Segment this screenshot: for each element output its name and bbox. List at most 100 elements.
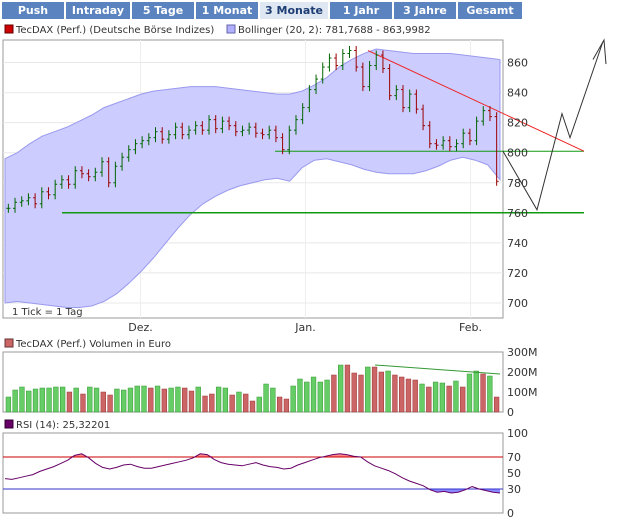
ohlc-bar xyxy=(481,106,486,126)
rsi-y-tick: 0 xyxy=(507,507,514,520)
tab-3-jahre[interactable]: 3 Jahre xyxy=(394,2,456,19)
volume-bar xyxy=(297,378,303,413)
ohlc-bar xyxy=(273,125,278,143)
y-tick-label: 760 xyxy=(507,207,528,220)
volume-bar xyxy=(46,387,52,413)
volume-bar xyxy=(161,388,167,413)
volume-bar xyxy=(175,386,181,413)
ohlc-bar xyxy=(427,121,432,149)
volume-bar xyxy=(365,366,371,413)
tab-1-monat[interactable]: 1 Monat xyxy=(196,2,258,19)
ohlc-bar xyxy=(327,53,332,72)
rsi-y-tick: 50 xyxy=(507,467,521,480)
volume-bar xyxy=(480,373,486,413)
volume-legend: TecDAX (Perf.) Volumen in Euro xyxy=(15,339,171,350)
tab-gesamt[interactable]: Gesamt xyxy=(458,2,522,19)
volume-bar xyxy=(460,386,466,413)
volume-bar xyxy=(182,387,188,413)
volume-bar xyxy=(236,391,242,413)
volume-bar xyxy=(283,398,290,413)
tab-1-jahr[interactable]: 1 Jahr xyxy=(330,2,392,19)
tab-3-monate[interactable]: 3 Monate xyxy=(260,2,328,19)
ohlc-bar xyxy=(186,125,191,140)
volume-bar xyxy=(249,400,256,413)
x-tick-label: Dez. xyxy=(128,321,153,334)
ohlc-bar xyxy=(66,175,71,189)
ohlc-bar xyxy=(240,125,245,137)
volume-bar xyxy=(134,385,140,413)
volume-bar xyxy=(87,386,93,413)
ohlc-bar xyxy=(6,203,11,213)
downtrend-line xyxy=(367,50,585,152)
ohlc-bar xyxy=(53,179,58,200)
volume-bar xyxy=(66,391,73,413)
volume-bar xyxy=(73,387,79,413)
y-tick-label: 800 xyxy=(507,147,528,160)
volume-bar xyxy=(188,390,195,413)
ohlc-bar xyxy=(421,104,426,131)
bollinger-legend: Bollinger (20, 2): 781,7688 - 863,9982 xyxy=(238,25,431,36)
ohlc-bar xyxy=(200,121,205,135)
ohlc-bar xyxy=(146,133,151,146)
ohlc-bar xyxy=(93,167,98,182)
y-tick-label: 860 xyxy=(507,57,528,70)
volume-bar xyxy=(121,389,127,413)
y-tick-label: 740 xyxy=(507,237,528,250)
volume-bar xyxy=(107,394,113,413)
tab-intraday[interactable]: Intraday xyxy=(66,2,130,19)
volume-bar xyxy=(202,395,208,413)
volume-bar xyxy=(466,373,473,413)
ohlc-bar xyxy=(320,62,325,84)
ohlc-bar xyxy=(314,74,319,95)
volume-bar xyxy=(446,385,452,413)
x-tick-label: Feb. xyxy=(459,321,482,334)
tab-5-tage[interactable]: 5 Tage xyxy=(132,2,194,19)
rsi-legend: RSI (14): 25,32201 xyxy=(16,420,110,431)
ohlc-bar xyxy=(461,128,466,149)
ohlc-bar xyxy=(106,157,111,188)
volume-bar xyxy=(310,376,317,413)
volume-bar xyxy=(338,364,344,413)
price-legend: TecDAX (Perf.) (Deutsche Börse Indizes) xyxy=(15,25,214,36)
volume-bar xyxy=(26,390,32,413)
volume-bar xyxy=(405,378,412,413)
ohlc-bar xyxy=(160,127,165,144)
ohlc-bar xyxy=(367,61,372,92)
volume-bar xyxy=(59,386,66,413)
rsi-y-tick: 100 xyxy=(507,427,528,440)
volume-bar xyxy=(493,396,500,413)
ohlc-bar xyxy=(193,121,198,135)
volume-bar xyxy=(209,393,215,413)
ohlc-bar xyxy=(86,169,91,182)
ohlc-bar xyxy=(360,62,365,92)
arrow-head xyxy=(592,38,607,65)
ohlc-bar xyxy=(293,115,298,135)
ohlc-bar xyxy=(494,112,499,186)
volume-bar xyxy=(19,386,25,413)
ohlc-bar xyxy=(99,157,104,177)
projection-arrow xyxy=(502,41,604,212)
ohlc-bar xyxy=(380,50,385,74)
ohlc-bar xyxy=(387,64,392,101)
volume-bar xyxy=(344,364,351,413)
tick-note: 1 Tick = 1 Tag xyxy=(12,307,83,318)
rsi-y-tick: 30 xyxy=(507,483,521,496)
ohlc-bar xyxy=(307,85,312,113)
ohlc-bar xyxy=(220,116,225,134)
rsi-legend-swatch xyxy=(4,419,14,429)
ohlc-bar xyxy=(467,128,472,146)
rsi-y-tick: 70 xyxy=(507,451,521,464)
volume-bar xyxy=(358,374,364,413)
volume-bar xyxy=(53,386,59,413)
ohlc-bar xyxy=(394,85,399,101)
volume-bar xyxy=(290,385,296,413)
volume-bar xyxy=(114,388,120,413)
ohlc-bar xyxy=(207,115,212,135)
ohlc-bar xyxy=(334,53,339,71)
ohlc-bar xyxy=(300,103,305,125)
ohlc-bar xyxy=(120,152,125,171)
rsi-line xyxy=(4,453,501,494)
ohlc-bar xyxy=(227,116,232,131)
tab-push[interactable]: Push xyxy=(2,2,64,19)
ohlc-bar xyxy=(260,128,265,140)
